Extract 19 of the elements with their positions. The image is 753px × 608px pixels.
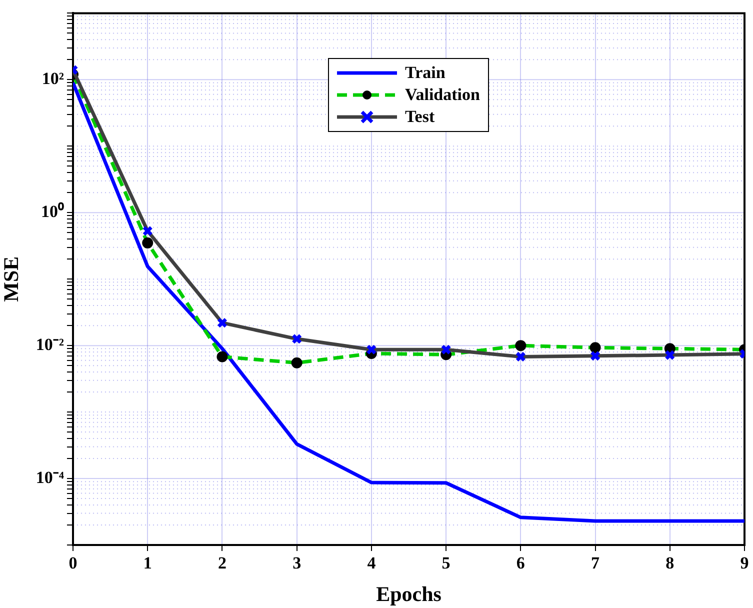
y-tick-label: 10⁻⁴ [36,468,64,487]
x-tick-label: 8 [666,554,674,573]
legend-label: Validation [405,85,480,105]
x-tick-label: 0 [68,554,78,573]
legend-label: Test [405,107,435,127]
y-tick-label: 10⁻² [36,334,64,354]
x-tick-label: 4 [367,554,376,573]
x-tick-label: 2 [218,554,226,573]
y-tick-label: 10² [42,69,64,88]
x-tick-label: 3 [292,554,302,573]
x-tick-label: 9 [740,554,749,573]
legend-label: Train [405,63,446,83]
x-tick-label: 5 [442,554,450,573]
x-axis-title: Epochs [376,582,442,606]
x-tick-label: 7 [591,554,600,573]
y-tick-label: 10⁰ [41,202,64,222]
x-tick-label: 6 [516,554,525,573]
x-tick-label: 1 [143,554,152,573]
y-axis-title: MSE [0,256,24,302]
